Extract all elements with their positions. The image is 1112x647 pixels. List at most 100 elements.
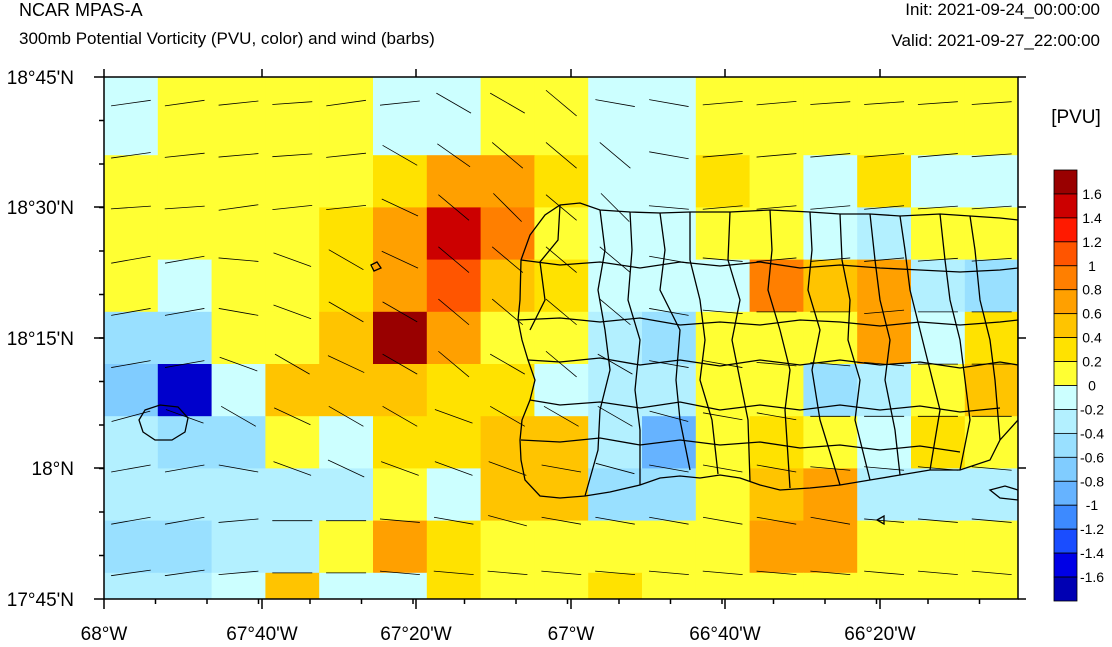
wind-barb bbox=[971, 101, 1012, 105]
pv-cell bbox=[104, 520, 159, 574]
wind-barb bbox=[756, 361, 797, 367]
pv-cell bbox=[319, 259, 374, 313]
colorbar-box bbox=[1053, 409, 1078, 434]
pv-cell bbox=[157, 207, 213, 261]
wind-barb bbox=[164, 205, 205, 210]
wind-barb bbox=[111, 99, 151, 107]
wind-barb bbox=[438, 298, 470, 326]
colorbar-box bbox=[1053, 552, 1078, 578]
pv-cell bbox=[373, 364, 428, 417]
pv-cell bbox=[964, 259, 1018, 313]
pv-cell bbox=[104, 103, 159, 156]
pv-cell bbox=[373, 155, 428, 208]
wind-barb bbox=[810, 101, 851, 105]
colorbar-box bbox=[1053, 337, 1078, 362]
wind-barb bbox=[111, 569, 151, 577]
pv-cell bbox=[157, 103, 213, 156]
pv-cell bbox=[642, 416, 697, 469]
pv-cell bbox=[104, 207, 159, 261]
pv-cell bbox=[642, 207, 697, 261]
colorbar-box bbox=[1053, 480, 1078, 506]
colorbar-label: 0.6 bbox=[1082, 306, 1102, 322]
colorbar-label: -1 bbox=[1086, 497, 1099, 513]
pv-cell bbox=[480, 364, 535, 417]
wind-barb bbox=[543, 405, 579, 427]
pv-cell bbox=[157, 77, 213, 104]
pv-cell bbox=[803, 468, 858, 522]
x-tick-label: 66°20'W bbox=[844, 624, 915, 645]
pv-cell bbox=[534, 364, 589, 417]
wind-barb bbox=[864, 570, 905, 576]
colorbar-label: 1.4 bbox=[1082, 210, 1102, 226]
wind-barb bbox=[756, 100, 797, 106]
wind-barb bbox=[810, 205, 851, 210]
pv-cell bbox=[534, 572, 589, 599]
wind-barb bbox=[756, 205, 797, 210]
colorbar-label: 0.8 bbox=[1082, 282, 1102, 298]
wind-barb bbox=[702, 153, 743, 158]
colorbar-box bbox=[1053, 385, 1078, 410]
wind-barb bbox=[702, 360, 743, 368]
pv-cell bbox=[588, 416, 643, 469]
wind-barb bbox=[218, 204, 259, 211]
wind-barb bbox=[864, 361, 905, 367]
pv-cell bbox=[1019, 77, 1073, 104]
pv-cell bbox=[211, 311, 266, 365]
pv-cell bbox=[157, 468, 213, 522]
pv-cell bbox=[588, 103, 643, 156]
wind-barb bbox=[489, 353, 526, 375]
wind-barb bbox=[274, 407, 311, 426]
wind-barb bbox=[382, 353, 418, 375]
pv-cell bbox=[373, 311, 428, 365]
pv-cell bbox=[1019, 625, 1073, 647]
y-tick-label: 18°30'N bbox=[7, 198, 74, 219]
wind-barb bbox=[381, 198, 419, 217]
pv-cell bbox=[265, 468, 320, 522]
y-tick-label: 18°15'N bbox=[7, 329, 74, 350]
pv-cell bbox=[911, 207, 966, 261]
pv-cell bbox=[534, 207, 589, 261]
colorbar-labels: 1.6 1.4 1.2 1 0.8 0.6 0.4 0.2 0 -0.2 -0.4 -0.6 -0.8 -… bbox=[1080, 186, 1104, 585]
pv-cell bbox=[803, 416, 858, 469]
wind-barb bbox=[756, 464, 797, 473]
wind-barb bbox=[272, 153, 313, 158]
pv-cell bbox=[588, 155, 643, 208]
wind-barb bbox=[111, 255, 151, 264]
colorbar-label: -0.6 bbox=[1080, 449, 1104, 465]
wind-barb bbox=[488, 461, 527, 476]
pv-cell bbox=[265, 364, 320, 417]
y-tick-label: 18°N bbox=[32, 459, 74, 480]
wind-barb bbox=[702, 309, 743, 315]
wind-barb bbox=[111, 152, 151, 159]
pv-cell bbox=[803, 520, 858, 574]
pv-cell bbox=[319, 625, 373, 647]
wind-barb bbox=[379, 570, 420, 576]
pv-cell bbox=[104, 311, 159, 365]
y-tick-label: 17°45'N bbox=[7, 590, 74, 611]
wind-barb bbox=[326, 205, 367, 210]
wind-barb bbox=[164, 255, 205, 264]
wind-barb bbox=[810, 516, 851, 525]
pv-cell bbox=[265, 103, 320, 156]
colorbar-label: -0.2 bbox=[1080, 401, 1104, 417]
pv-cell bbox=[319, 468, 374, 522]
wind-barb bbox=[810, 466, 851, 471]
pv-cell bbox=[480, 155, 535, 208]
pv-cell bbox=[588, 625, 642, 647]
field-title: 300mb Potential Vorticity (PVU, color) a… bbox=[19, 29, 435, 48]
pv-cell bbox=[964, 572, 1018, 599]
pv-cell bbox=[911, 155, 966, 208]
pv-cell bbox=[642, 625, 696, 647]
pv-cell bbox=[534, 103, 589, 156]
pv-cell bbox=[373, 77, 428, 104]
pv-cell bbox=[803, 155, 858, 208]
wind-barb bbox=[702, 100, 743, 106]
wind-barb bbox=[545, 350, 577, 378]
wind-barb bbox=[487, 570, 528, 576]
pv-cell bbox=[373, 103, 428, 156]
wind-barb bbox=[864, 257, 905, 262]
wind-barb bbox=[111, 410, 151, 422]
pv-cell bbox=[749, 77, 804, 104]
pv-cell bbox=[104, 572, 159, 599]
wind-barb bbox=[488, 515, 527, 527]
